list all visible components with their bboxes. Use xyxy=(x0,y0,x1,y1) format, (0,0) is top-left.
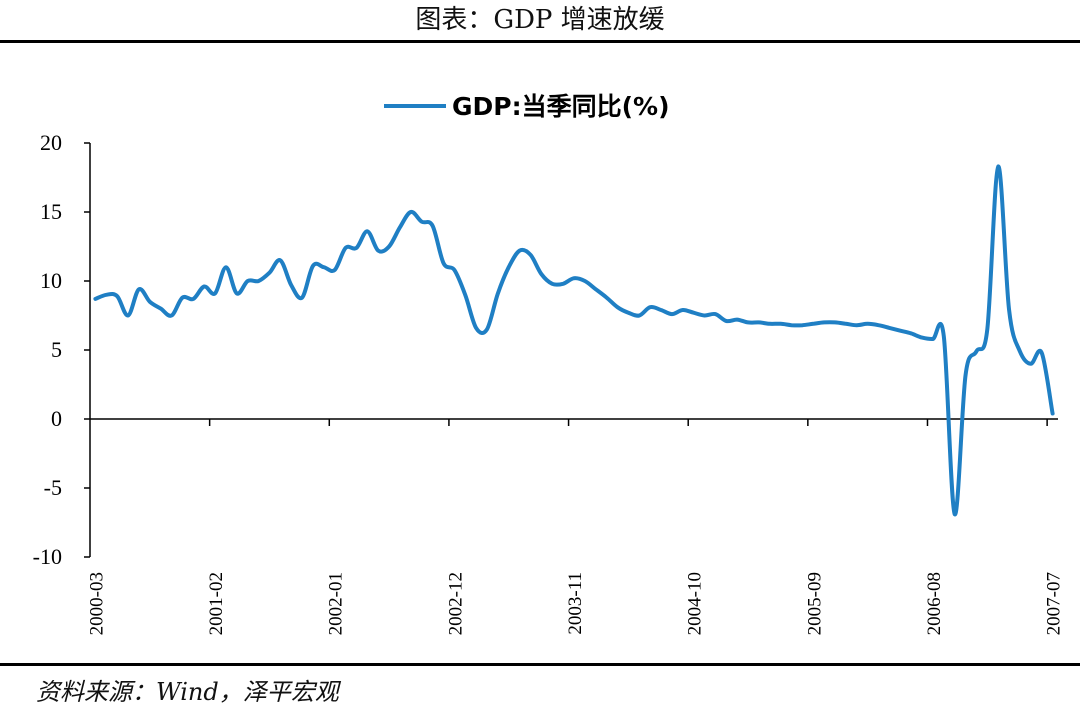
bottom-rule xyxy=(0,663,1080,666)
y-tick-label: -5 xyxy=(44,475,62,500)
y-tick-label: 0 xyxy=(51,406,62,431)
legend: GDP:当季同比(%) xyxy=(384,92,670,121)
y-tick-label: 15 xyxy=(40,199,62,224)
y-tick-label: 5 xyxy=(51,337,62,362)
x-tick-label: 2002-12 xyxy=(445,572,466,635)
series-points xyxy=(93,164,1054,516)
y-tick-label: 10 xyxy=(40,268,62,293)
x-axis: 2000-03 2001-02 2002-01 2002-12 2003-11 2004-… xyxy=(86,418,1065,635)
x-tick-label: 2003-11 xyxy=(565,572,586,635)
legend-label: GDP:当季同比(%) xyxy=(452,92,670,121)
gdp-series-line xyxy=(93,164,1055,517)
y-tick-label: -10 xyxy=(33,544,62,569)
x-tick-label: 2006-08 xyxy=(924,572,945,635)
figure-title: 图表：GDP 增速放缓 xyxy=(415,5,665,35)
x-tick-label: 2007-07 xyxy=(1044,572,1065,635)
x-tick-label: 2005-09 xyxy=(804,572,825,635)
source-note: 资料来源：Wind，泽平宏观 xyxy=(36,678,339,706)
x-tick-label: 2004-10 xyxy=(685,572,706,635)
y-axis: 20 15 10 5 0 -5 -10 xyxy=(33,130,91,569)
x-tick-label: 2001-02 xyxy=(206,572,227,635)
x-tick-label: 2000-03 xyxy=(86,572,107,635)
x-tick-label: 2002-01 xyxy=(326,572,347,635)
top-rule xyxy=(0,40,1080,43)
chart: GDP:当季同比(%) 20 15 10 5 0 -5 -10 2000-03 2001-02… xyxy=(33,92,1065,635)
y-tick-label: 20 xyxy=(40,130,62,155)
